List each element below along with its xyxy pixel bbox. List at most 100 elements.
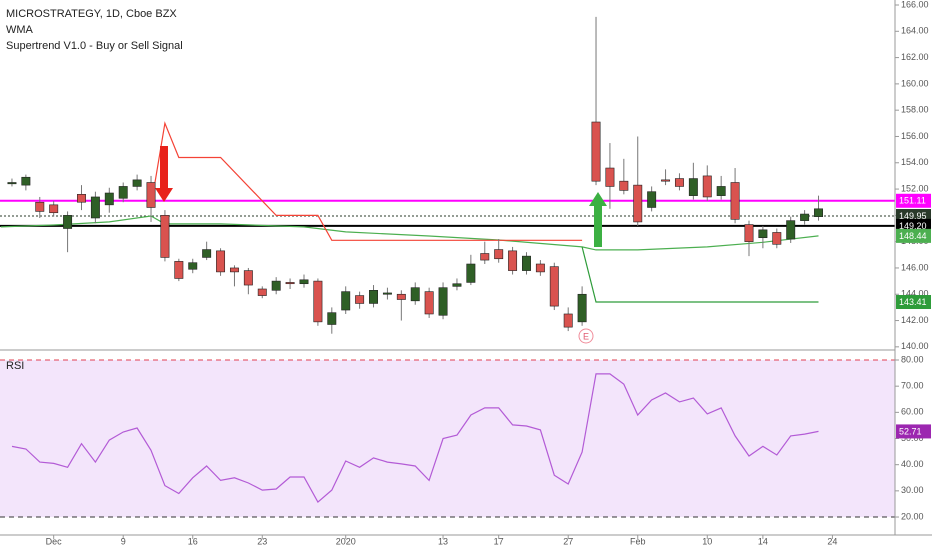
candle-body [243, 270, 253, 286]
rsi-y-tick-label: 20.00 [901, 511, 924, 521]
x-tick-label: 10 [702, 536, 712, 546]
candle-body [146, 182, 156, 208]
price-tag [896, 295, 931, 310]
y-tick-label: 160.00 [901, 78, 929, 88]
y-tick-label: 152.00 [901, 183, 929, 193]
price-tag-label: 143.41 [899, 297, 927, 307]
candle-body [216, 250, 226, 273]
buy-arrow [589, 192, 607, 247]
y-tick-label: 156.00 [901, 131, 929, 141]
candle-body [758, 229, 768, 239]
candle-body [202, 249, 212, 258]
x-tick-label: Dec [46, 536, 63, 546]
candle-body [577, 293, 587, 323]
indicator-label: Supertrend V1.0 - Buy or Sell Signal [6, 40, 183, 52]
y-tick-label: 166.00 [901, 0, 929, 9]
rsi-title: RSI [6, 360, 24, 372]
candle-body [327, 312, 337, 325]
overlay-line [581, 246, 819, 303]
candle-body [466, 263, 476, 283]
candle-body [355, 295, 365, 304]
price-tag-label: 151.11 [899, 196, 926, 206]
candle-body [313, 280, 323, 323]
candle-body [424, 291, 434, 315]
candle-body [772, 232, 782, 245]
rsi-line [11, 373, 819, 504]
x-tick-label: 14 [758, 536, 768, 546]
candle-body [647, 191, 657, 208]
candle-body [257, 288, 267, 296]
x-tick-label: 27 [563, 536, 573, 546]
candle-body [104, 192, 114, 206]
price-tag-label: 52.71 [899, 426, 922, 436]
candle-body [800, 213, 810, 221]
candle-body [229, 267, 239, 273]
candle-body [174, 261, 184, 279]
candle-body [508, 250, 518, 271]
candle-body [452, 283, 462, 287]
x-tick-label: 17 [494, 536, 504, 546]
candle-body [619, 180, 629, 191]
candle-body [814, 208, 823, 217]
candle-body [786, 220, 796, 240]
y-tick-label: 142.00 [901, 315, 929, 325]
candle-body [702, 175, 712, 198]
candle-body [633, 184, 643, 223]
candle-body [7, 182, 17, 185]
rsi-band [0, 360, 895, 518]
x-tick-label: 13 [438, 536, 448, 546]
sell-arrow [155, 146, 173, 202]
candle-body [688, 178, 698, 196]
price-tag [896, 424, 931, 439]
candle-body [49, 204, 59, 214]
y-tick-label: 164.00 [901, 26, 929, 36]
rsi-y-tick-label: 70.00 [901, 381, 924, 391]
candle-body [90, 196, 100, 219]
candle-body [410, 287, 420, 302]
x-tick-label: 24 [827, 536, 837, 546]
price-tag [896, 228, 931, 243]
candle-body [271, 280, 281, 291]
x-tick-label: 2020 [336, 536, 356, 546]
x-tick-label: Feb [630, 536, 646, 546]
price-tag-label: 148.44 [899, 231, 927, 241]
candle-body [674, 178, 684, 187]
rsi-y-tick-label: 40.00 [901, 459, 924, 469]
candle-body [591, 121, 601, 182]
candle-body [77, 194, 86, 203]
y-tick-label: 162.00 [901, 52, 929, 62]
candle-body [494, 249, 504, 260]
candle-body [522, 255, 531, 271]
overlay-line [0, 215, 819, 251]
earnings-label: E [583, 331, 589, 341]
x-tick-label: 9 [121, 536, 126, 546]
candle-body [341, 291, 351, 311]
candle-body [132, 179, 142, 187]
rsi-y-tick-label: 80.00 [901, 354, 924, 364]
candle-body [118, 186, 128, 199]
candle-body [535, 263, 545, 273]
candle-body [188, 262, 198, 270]
earnings-marker [578, 328, 594, 344]
price-tag-label: 149.95 [899, 211, 927, 221]
x-tick-label: 16 [188, 536, 198, 546]
y-tick-label: 146.00 [901, 262, 929, 272]
chart-title: MICROSTRATEGY, 1D, Cboe BZX [6, 8, 177, 20]
candle-body [549, 266, 559, 307]
candle-body [160, 215, 170, 258]
candle-body [661, 179, 671, 182]
indicator-label: WMA [6, 24, 34, 36]
y-tick-label: 144.00 [901, 289, 929, 299]
candle-body [369, 290, 378, 304]
candle-body [396, 293, 406, 300]
y-tick-label: 140.00 [901, 341, 929, 351]
candle-body [35, 201, 45, 212]
price-tag [896, 193, 931, 208]
overlay-line [150, 121, 583, 241]
candle-body [744, 224, 754, 242]
candle-body [438, 287, 448, 316]
candle-body [716, 186, 726, 196]
